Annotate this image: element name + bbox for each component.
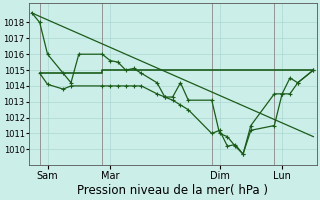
X-axis label: Pression niveau de la mer( hPa ): Pression niveau de la mer( hPa ) <box>77 184 268 197</box>
